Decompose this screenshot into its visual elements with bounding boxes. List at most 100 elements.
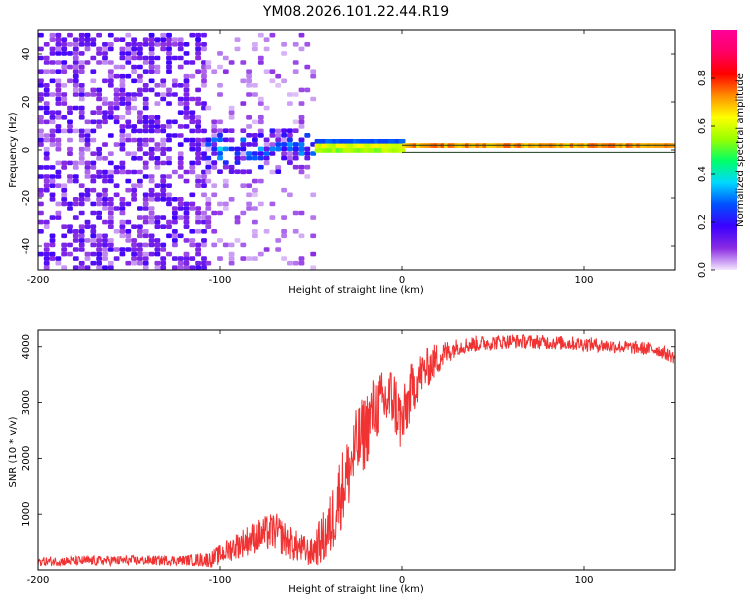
snr-x-axis-label: Height of straight line (km) (288, 584, 424, 595)
heatmap-cell (205, 206, 212, 211)
heatmap-cell (189, 110, 196, 115)
heatmap-cell (67, 110, 73, 115)
heatmap-cell (189, 146, 196, 152)
heatmap-cell (43, 156, 50, 161)
heatmap-cell (61, 60, 68, 65)
heatmap-cell (125, 247, 132, 252)
heatmap-cell (119, 73, 126, 79)
heatmap-cell (61, 92, 68, 97)
heatmap-cell (252, 133, 258, 138)
heatmap-cell (113, 142, 120, 147)
heatmap-cell (90, 87, 97, 93)
heatmap-cell (137, 178, 143, 184)
heatmap-cell (189, 160, 196, 166)
heatmap-cell (125, 42, 132, 47)
heatmap-cell (125, 169, 132, 175)
heatmap-cell (148, 146, 155, 152)
heatmap-cell (234, 169, 241, 174)
heatmap-cell (195, 101, 201, 106)
heatmap-cell (287, 151, 293, 156)
heatmap-cell (211, 242, 218, 248)
heatmap-cell (195, 46, 201, 52)
heatmap-cell (263, 151, 270, 156)
heatmap-cell (78, 105, 85, 111)
heatmap-cell (201, 151, 207, 156)
heatmap-cell (177, 260, 184, 266)
heatmap-cell (310, 69, 317, 74)
heatmap-cell (298, 124, 305, 129)
heatmap-cell (205, 224, 212, 229)
heatmap-cell (49, 78, 56, 84)
heatmap-cell (78, 42, 85, 47)
heatmap-cell (137, 215, 143, 220)
heatmap-cell (125, 92, 132, 97)
heatmap-cell (38, 83, 44, 88)
heatmap-cell (38, 133, 44, 138)
heatmap-cell (84, 197, 91, 202)
heatmap-cell (217, 210, 223, 216)
heatmap-cell (154, 119, 161, 125)
heatmap-cell (195, 137, 201, 143)
heatmap-cell (137, 55, 143, 61)
heatmap-cell (102, 201, 108, 207)
heatmap-cell (78, 265, 85, 270)
heatmap-cell (148, 42, 155, 47)
heatmap-cell (142, 201, 149, 207)
heatmap-cell (398, 148, 406, 153)
heatmap-cell (228, 146, 235, 152)
heatmap-cell (125, 124, 132, 129)
heatmap-cell (183, 238, 190, 243)
heatmap-cell (228, 169, 235, 174)
heatmap-cell (183, 87, 190, 93)
heatmap-cell (177, 265, 184, 270)
heatmap-cell (195, 119, 201, 125)
heatmap-cell (172, 229, 178, 234)
heatmap-cell (201, 256, 207, 261)
heatmap-cell (78, 83, 85, 88)
heatmap-cell (148, 128, 155, 134)
heatmap-cell (211, 165, 218, 170)
heatmap-cell (246, 142, 252, 147)
heatmap-cell (298, 260, 305, 266)
heatmap-cell (43, 187, 50, 193)
heatmap-cell (257, 251, 264, 257)
heatmap-cell (177, 55, 184, 61)
heatmap-cell (102, 265, 108, 270)
heatmap-cell (107, 201, 114, 207)
heatmap-cell (96, 32, 102, 38)
heatmap-cell (166, 224, 172, 229)
heatmap-cell (142, 229, 149, 234)
heatmap-cell (205, 60, 212, 65)
heatmap-cell (148, 219, 155, 225)
heatmap-cell (142, 260, 149, 266)
figure-title: YM08.2026.101.22.44.R19 (262, 4, 449, 20)
heatmap-cell (252, 219, 258, 225)
heatmap-cell (240, 156, 247, 161)
heatmap-cell (166, 92, 172, 97)
heatmap-cell (55, 210, 62, 216)
heatmap-cell (160, 137, 167, 143)
heatmap-cell (38, 119, 44, 125)
heatmap-cell (211, 192, 218, 198)
heatmap-cell (310, 215, 317, 220)
heatmap-cell (43, 256, 50, 261)
heatmap-cell (78, 92, 85, 97)
snr-y-ticks: 1000 2000 3000 4000 (21, 334, 675, 527)
heatmap-cell (125, 55, 132, 61)
heatmap-cell (148, 242, 155, 248)
heatmap-cell (281, 133, 287, 138)
heatmap-cell (43, 242, 50, 248)
colorbar-gradient (711, 30, 737, 270)
heatmap-cell (292, 229, 299, 234)
heatmap-cell (142, 219, 149, 225)
heatmap-cell (201, 69, 207, 74)
heatmap-cell (84, 224, 91, 229)
heatmap-cell (177, 110, 184, 115)
heatmap-cell (160, 37, 167, 42)
heatmap-cell (177, 151, 184, 156)
heatmap-cell (49, 165, 56, 170)
heatmap-cell (228, 115, 235, 120)
heatmap-cell (183, 210, 190, 216)
heatmap-cell (205, 215, 212, 220)
